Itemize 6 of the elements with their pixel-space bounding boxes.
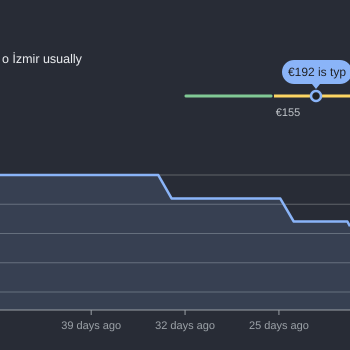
text: €192 is typ [288,65,346,79]
x-tick-label: 39 days ago [61,320,122,332]
text: €155 [276,107,300,119]
x-tick-label: 25 days ago [248,320,309,332]
x-tick-label: 32 days ago [155,320,216,332]
chart-title: o İzmir usually [2,52,83,66]
